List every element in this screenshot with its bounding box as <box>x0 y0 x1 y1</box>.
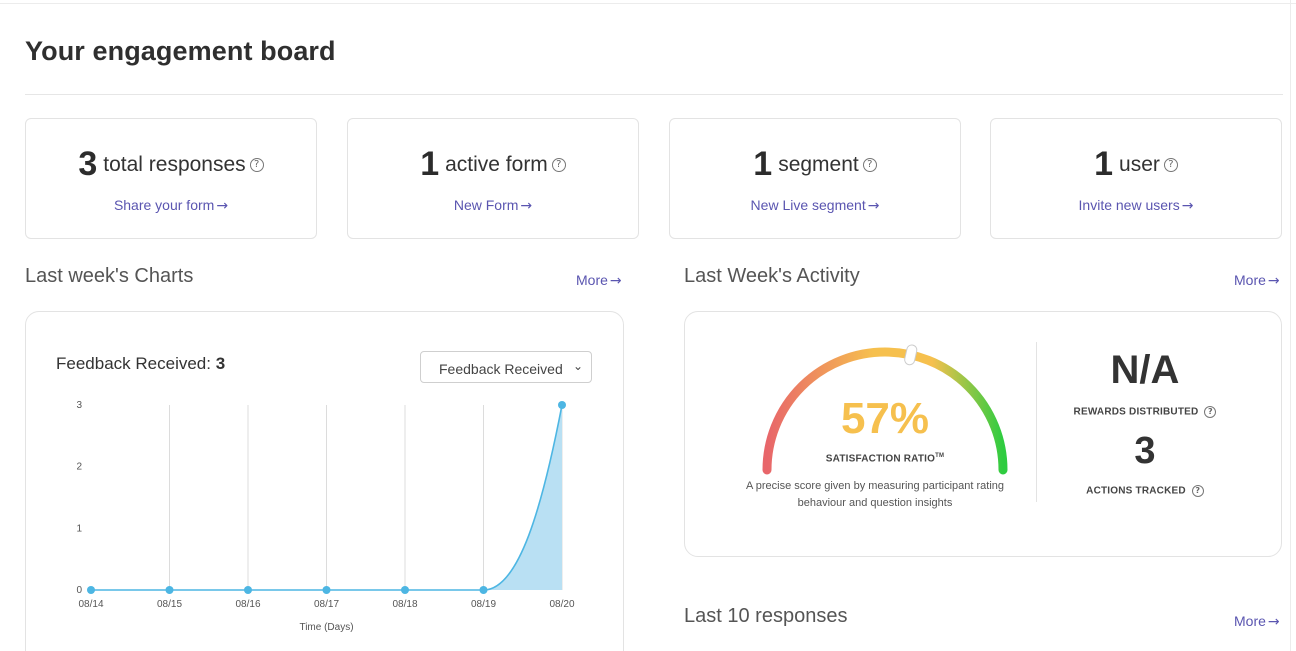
stat-link-label: Share your form <box>113 197 215 213</box>
new-live-segment-link[interactable]: New Live segment → <box>670 197 960 214</box>
page-title: Your engagement board <box>25 36 336 66</box>
chart-heading: Feedback Received: 3 <box>56 354 225 374</box>
x-axis-title: Time (Days) <box>299 622 353 633</box>
responses-more-link[interactable]: More → <box>1234 613 1280 630</box>
stat-number: 1 <box>1094 145 1114 183</box>
metric-select-value: Feedback Received <box>439 361 563 377</box>
stat-card-users: 1 user? Invite new users → <box>990 118 1282 239</box>
x-tick-label: 08/16 <box>235 599 260 610</box>
help-icon[interactable]: ? <box>1191 485 1204 497</box>
stat-label: total responses <box>103 152 246 176</box>
satisfaction-value: 57% <box>840 394 930 443</box>
arrow-right-icon: → <box>1267 273 1280 289</box>
new-form-link[interactable]: New Form → <box>348 197 638 214</box>
arrow-right-icon: → <box>520 198 533 214</box>
data-point <box>87 586 95 594</box>
help-icon[interactable]: ? <box>1204 406 1217 418</box>
help-icon[interactable]: ? <box>551 157 566 172</box>
activity-divider <box>1036 342 1037 502</box>
arrow-right-icon: → <box>1181 198 1194 214</box>
data-point <box>165 586 174 594</box>
charts-section-title: Last week's Charts <box>25 265 194 287</box>
help-icon[interactable]: ? <box>1163 157 1178 172</box>
stat-number: 3 <box>78 145 98 183</box>
charts-more-link[interactable]: More → <box>576 272 622 289</box>
responses-section-title: Last 10 responses <box>684 605 848 627</box>
stat-link-label: New Live segment <box>750 197 866 213</box>
stat-label: segment <box>778 152 859 176</box>
activity-section-title: Last Week's Activity <box>684 265 860 287</box>
stat-card-responses: 3 total responses? Share your form → <box>25 118 317 239</box>
rewards-value: N/A <box>1110 348 1180 392</box>
satisfaction-label: SATISFACTION RATIOTM <box>785 453 985 464</box>
chart-heading-value: 3 <box>215 354 226 373</box>
help-icon[interactable]: ? <box>249 157 264 172</box>
stat-link-label: New Form <box>453 197 519 213</box>
actions-value: 3 <box>1134 430 1156 472</box>
x-tick-label: 08/18 <box>392 599 417 610</box>
window-right-border <box>1290 0 1296 651</box>
x-tick-label: 08/14 <box>78 599 103 610</box>
x-tick-label: 08/19 <box>471 599 496 610</box>
help-icon[interactable]: ? <box>862 157 877 172</box>
more-label: More <box>576 272 608 288</box>
arrow-right-icon: → <box>867 198 880 214</box>
invite-users-link[interactable]: Invite new users → <box>991 197 1281 214</box>
share-form-link[interactable]: Share your form → <box>26 197 316 214</box>
data-point <box>558 401 566 409</box>
title-divider <box>25 94 1283 95</box>
y-tick-label: 3 <box>76 400 82 411</box>
satisfaction-gauge <box>762 344 1008 475</box>
stat-card-segments: 1 segment? New Live segment → <box>669 118 961 239</box>
y-tick-label: 0 <box>76 585 82 596</box>
actions-label: ACTIONS TRACKED? <box>1060 485 1230 497</box>
x-tick-label: 08/20 <box>549 599 574 610</box>
feedback-chart: 0 1 2 3 08/14 08/15 08/16 08/17 08/18 08/19 08/20 T… <box>76 400 575 633</box>
gauge-indicator <box>904 344 918 366</box>
stat-link-label: Invite new users <box>1078 197 1180 213</box>
x-tick-label: 08/15 <box>157 599 182 610</box>
x-tick-label: 08/17 <box>314 599 339 610</box>
stat-number: 1 <box>753 145 773 183</box>
rewards-label: REWARDS DISTRIBUTED? <box>1060 406 1230 418</box>
stat-number: 1 <box>420 145 440 183</box>
stat-card-forms: 1 active form? New Form → <box>347 118 639 239</box>
arrow-right-icon: → <box>1267 614 1280 630</box>
window-top-border <box>0 0 1296 4</box>
trademark-mark: TM <box>935 453 945 459</box>
y-tick-label: 2 <box>76 462 82 473</box>
arrow-right-icon: → <box>609 273 622 289</box>
gauge-arc <box>762 347 1008 475</box>
arrow-right-icon: → <box>216 198 229 214</box>
actions-label-text: ACTIONS TRACKED <box>1086 485 1186 497</box>
rewards-label-text: REWARDS DISTRIBUTED <box>1073 406 1199 418</box>
data-point <box>401 586 409 594</box>
data-point <box>244 586 252 594</box>
more-label: More <box>1234 613 1266 629</box>
satisfaction-description: A precise score given by measuring parti… <box>745 480 1005 509</box>
activity-more-link[interactable]: More → <box>1234 272 1280 289</box>
stat-label: user <box>1119 152 1160 176</box>
activity-panel <box>684 311 1282 557</box>
series-area <box>91 405 562 590</box>
chevron-down-icon: ⌄ <box>572 359 583 373</box>
data-point <box>322 586 331 594</box>
chart-heading-label: Feedback Received: <box>56 354 211 373</box>
series-line <box>91 404 563 591</box>
y-tick-label: 1 <box>76 523 82 534</box>
more-label: More <box>1234 272 1266 288</box>
stat-label: active form <box>445 152 548 176</box>
satisfaction-label-text: SATISFACTION RATIO <box>825 453 936 465</box>
metric-select[interactable]: Feedback Received ⌄ <box>420 351 592 383</box>
data-point <box>479 586 488 594</box>
